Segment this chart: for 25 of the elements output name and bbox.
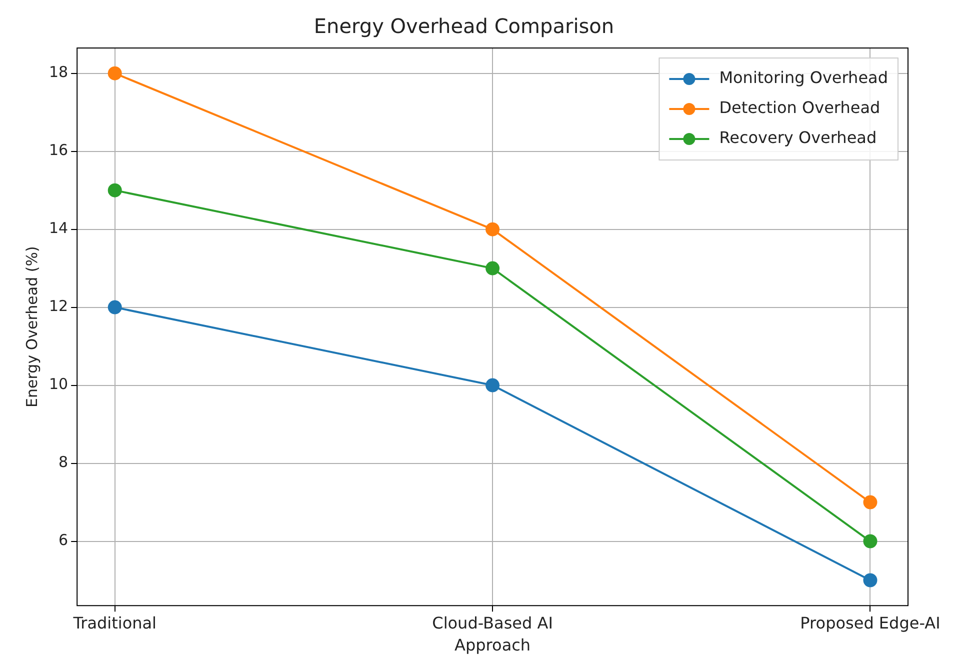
point [863, 573, 878, 588]
point [486, 222, 500, 236]
x-tick-label: Traditional [72, 613, 157, 632]
y-tick-label: 16 [48, 141, 68, 160]
x-tick-label: Proposed Edge-AI [800, 613, 940, 632]
point [486, 261, 500, 276]
legend-label: Recovery Overhead [719, 128, 877, 148]
y-tick-label: 6 [58, 531, 68, 550]
x-axis-title: Approach [454, 636, 531, 655]
point [486, 378, 500, 392]
legend-label: Monitoring Overhead [719, 68, 888, 88]
y-tick-label: 10 [48, 375, 68, 394]
point [863, 534, 878, 548]
y-tick-label: 14 [48, 219, 68, 238]
y-tick-label: 18 [48, 63, 68, 82]
chart-title: Energy Overhead Comparison [314, 14, 614, 38]
y-axis-title: Energy Overhead (%) [22, 246, 41, 408]
y-tick-label: 12 [48, 297, 68, 316]
x-tick-label: Cloud-Based AI [432, 613, 553, 632]
point [108, 66, 122, 80]
legend-label: Detection Overhead [719, 98, 880, 118]
point [108, 183, 122, 198]
y-tick-label: 8 [58, 453, 68, 472]
point [108, 300, 122, 314]
point [863, 495, 878, 510]
